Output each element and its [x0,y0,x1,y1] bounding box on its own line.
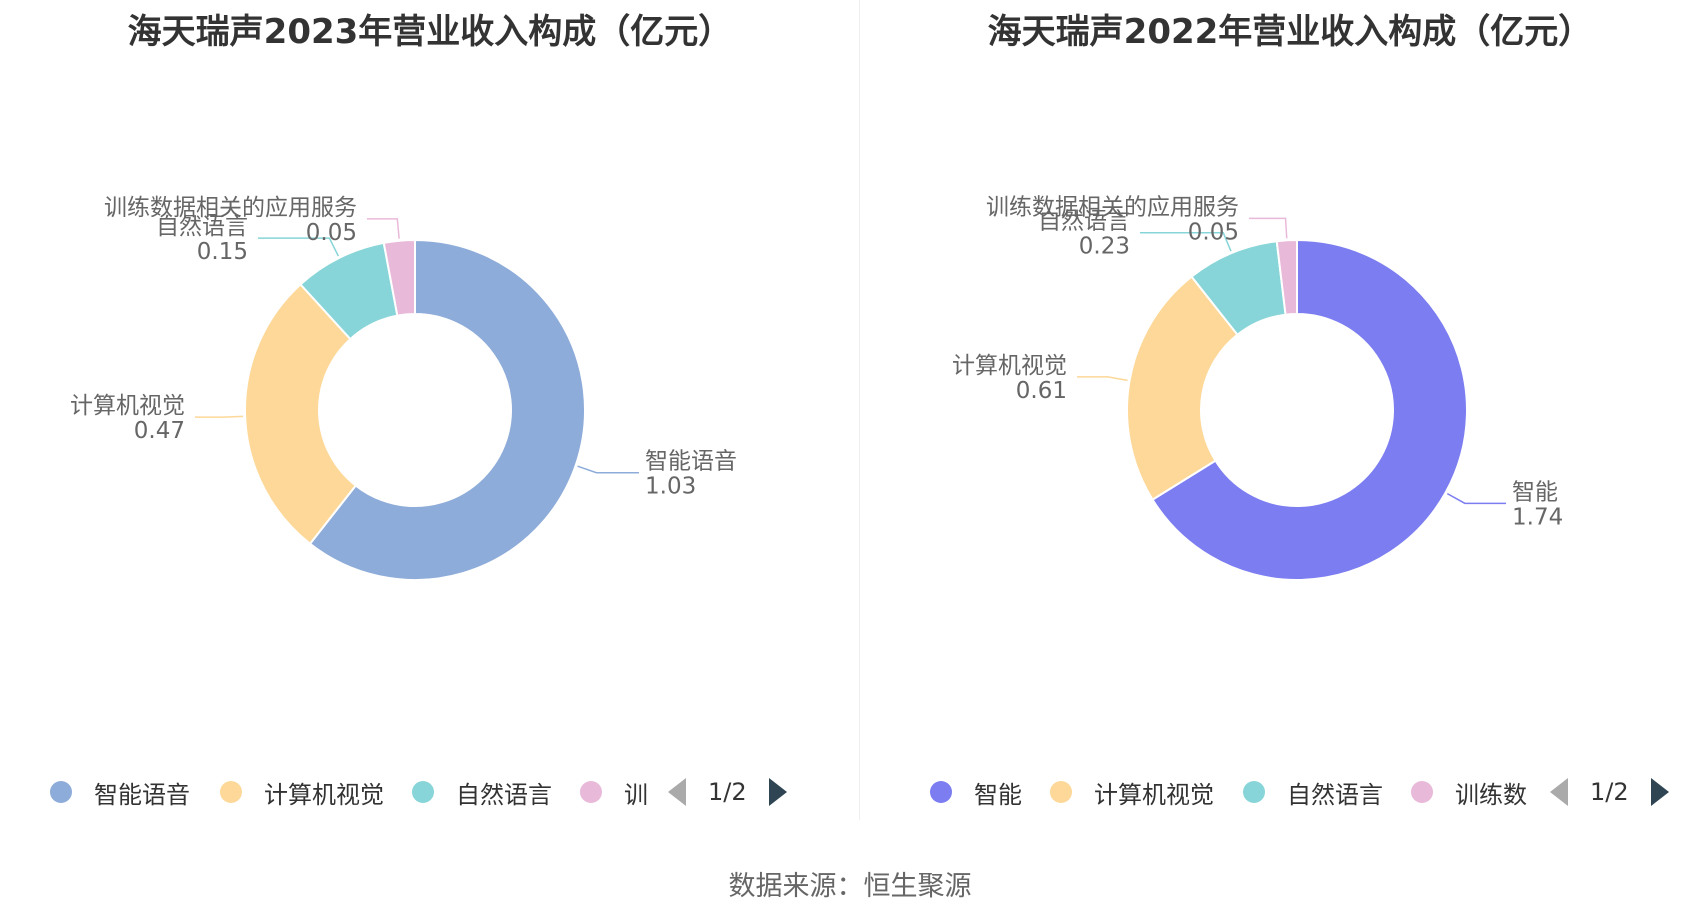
legend-item[interactable]: 计算机视觉 [220,772,384,812]
legend-item[interactable]: 智能 [930,772,1022,812]
legend-label: 计算机视觉 [1094,780,1214,809]
slice-value-label: 1.74 [1512,504,1563,530]
legend-dot-icon [580,781,602,803]
legend-dot-icon [1050,781,1072,803]
chart-title: 海天瑞声2022年营业收入构成（亿元） [987,12,1593,52]
slice-name-label: 智能语音 [645,449,737,475]
chart-title: 海天瑞声2023年营业收入构成（亿元） [127,12,733,52]
legend-item[interactable]: 自然语言 [412,772,552,812]
leader-line [367,218,400,239]
pager-text: 1/2 [708,778,747,806]
slice-value-label: 0.47 [134,418,185,444]
panel-divider [859,0,860,820]
legend-dot-icon [930,781,952,803]
slice-name-label: 训练数据相关的应用服务 [104,195,357,221]
pager-next-icon[interactable] [1650,778,1669,806]
legend-label: 自然语言 [456,780,552,809]
leader-line [258,237,340,257]
slice-value-label: 0.15 [197,239,248,265]
leader-line [195,415,244,418]
leader-line [1077,376,1128,382]
pie-slice[interactable] [1126,275,1239,502]
legend-label: 智能语音 [94,780,190,809]
revenue-chart-2023: 海天瑞声2023年营业收入构成（亿元） 智能语音 1.03 计算机视觉 0.47 自然语… [0,0,860,820]
leader-line [1446,492,1506,505]
legend-label: 智能 [974,780,1022,809]
leader-line [577,465,639,474]
legend: 智能 计算机视觉 自然语言 训练数 1/2 [860,772,1700,812]
slice-name-label: 自然语言 [1038,209,1130,235]
legend-item[interactable]: 智能语音 [50,772,190,812]
pager-text: 1/2 [1590,778,1629,806]
slice-value-label: 0.05 [1188,219,1239,245]
legend-item[interactable]: 训练数 [1411,772,1527,812]
legend-dot-icon [50,781,72,803]
data-source: 数据来源：恒生聚源 [728,871,972,902]
leader-line [1249,217,1288,239]
legend-label: 自然语言 [1287,780,1383,809]
pie-slice[interactable] [244,282,358,546]
revenue-chart-2022: 海天瑞声2022年营业收入构成（亿元） 智能 1.74 计算机视觉 0.61 自然语言 0… [860,0,1700,820]
legend-item[interactable]: 自然语言 [1243,772,1383,812]
legend-label: 训练数 [1455,780,1527,809]
legend-label: 计算机视觉 [264,780,384,809]
leader-line [1140,231,1232,252]
pie-slice[interactable] [1151,238,1468,581]
legend-item[interactable]: 训 [580,772,648,812]
slice-value-label: 0.23 [1079,234,1130,260]
legend-dot-icon [1243,781,1265,803]
pager-next-icon[interactable] [768,778,787,806]
slice-name-label: 智能 [1512,479,1558,505]
pie-slice[interactable] [382,238,416,317]
slice-name-label: 训练数据相关的应用服务 [986,194,1239,220]
legend-label: 训 [624,780,648,809]
legend-dot-icon [220,781,242,803]
pager-prev-icon[interactable] [668,778,686,806]
slice-value-label: 0.61 [1016,378,1067,404]
pie-slice[interactable] [1275,238,1298,316]
legend-pager: 1/2 [1550,772,1669,812]
legend-item[interactable]: 计算机视觉 [1050,772,1214,812]
slice-value-label: 0.05 [306,220,357,246]
legend-pager: 1/2 [668,772,787,812]
pager-prev-icon[interactable] [1550,778,1568,806]
slice-name-label: 计算机视觉 [70,393,185,419]
legend-dot-icon [1411,781,1433,803]
slice-value-label: 1.03 [645,474,696,500]
legend: 智能语音 计算机视觉 自然语言 训 1/2 [0,772,860,812]
pie-slice[interactable] [308,238,586,581]
slice-name-label: 计算机视觉 [952,353,1067,379]
legend-dot-icon [412,781,434,803]
slice-name-label: 自然语言 [156,214,248,240]
